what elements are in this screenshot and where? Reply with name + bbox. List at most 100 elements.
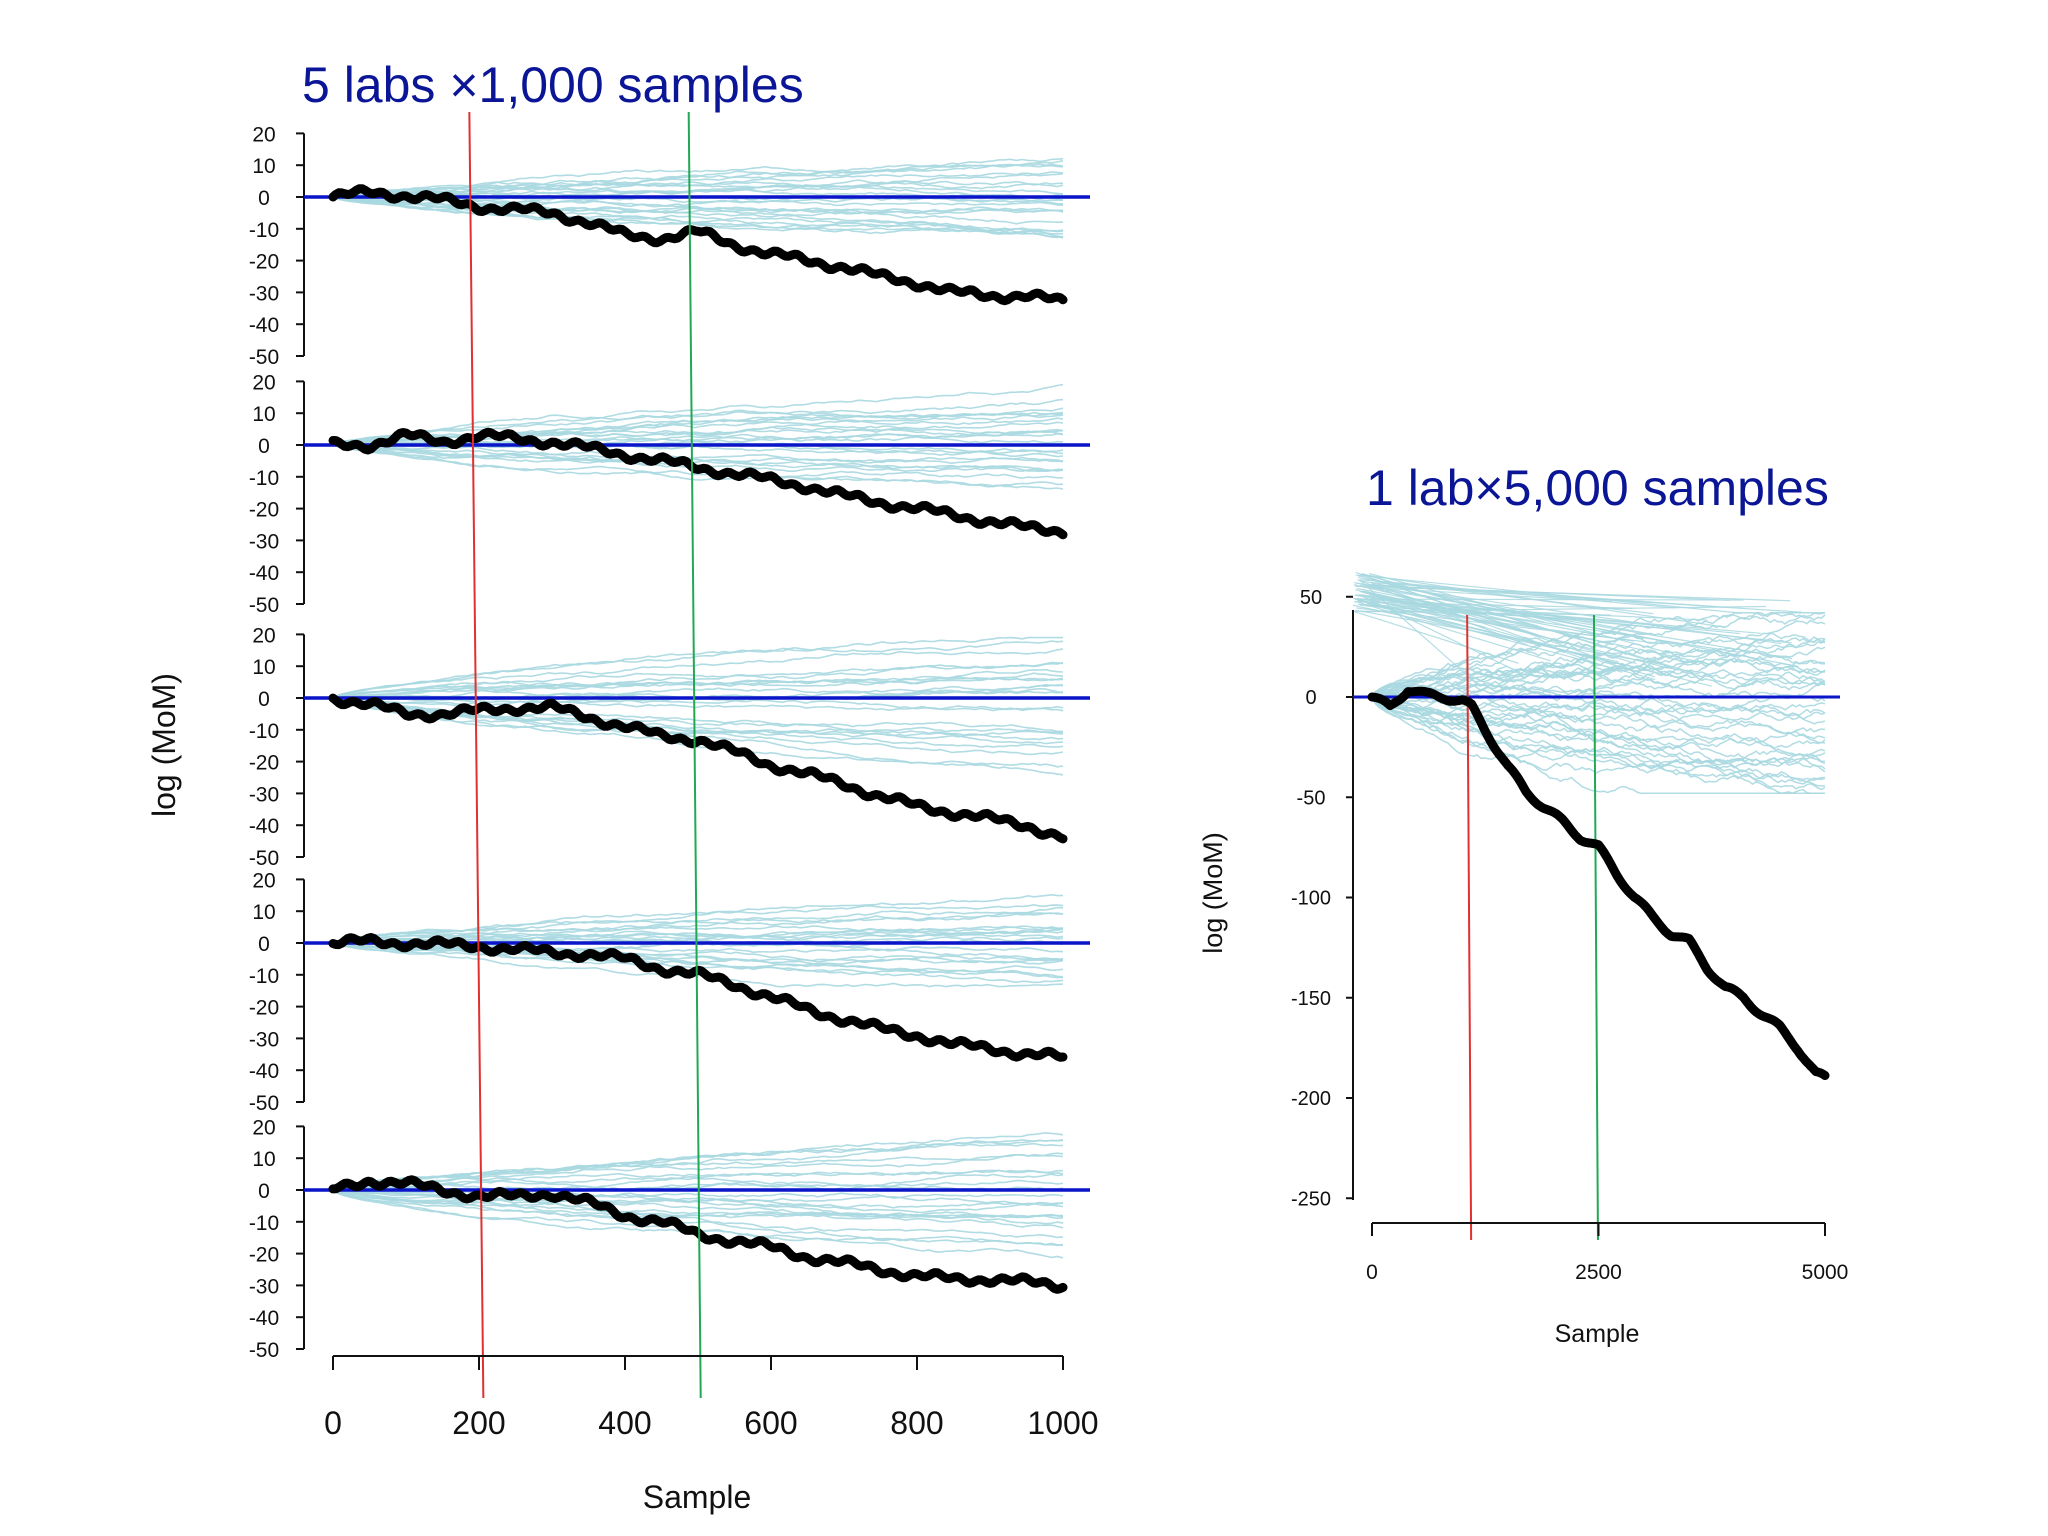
simulated-series-line bbox=[332, 444, 1064, 488]
simulated-series-line bbox=[1371, 664, 1826, 698]
simulated-fan-line bbox=[1371, 577, 1540, 637]
y-tick-label: -10 bbox=[249, 219, 279, 242]
y-tick-label: -40 bbox=[249, 562, 279, 585]
simulated-series-line bbox=[1371, 676, 1826, 699]
simulated-fan-line bbox=[1357, 603, 1708, 621]
y-tick-label: -30 bbox=[249, 1028, 279, 1051]
y-tick-label: -20 bbox=[249, 251, 279, 274]
y-tick-label: -10 bbox=[249, 467, 279, 490]
observed-series-line bbox=[1367, 686, 1830, 1080]
y-tick-label: -30 bbox=[249, 783, 279, 806]
y-tick-label: 20 bbox=[252, 869, 275, 892]
simulated-series-line bbox=[332, 942, 1064, 967]
right-chart: 1 lab×5,000 samples 50 0 -50 -100 -150 -200 -2… bbox=[1198, 460, 1860, 1348]
simulated-series-line bbox=[1371, 696, 1826, 770]
y-tick-label: 10 bbox=[252, 403, 275, 426]
simulated-series-line bbox=[332, 942, 1064, 979]
y-tick-label: 20 bbox=[252, 1116, 275, 1139]
simulated-series-line bbox=[332, 648, 1064, 699]
left-x-axis-title: Sample bbox=[643, 1479, 752, 1515]
simulated-series-line bbox=[1371, 696, 1826, 768]
y-tick-label: -40 bbox=[249, 1307, 279, 1330]
simulated-fan-line bbox=[1359, 573, 1726, 628]
x-tick-label: 5000 bbox=[1802, 1261, 1849, 1284]
y-tick-label: -10 bbox=[249, 1212, 279, 1235]
y-tick-label: 0 bbox=[258, 187, 270, 210]
simulated-series-line bbox=[332, 925, 1064, 944]
simulated-fan-line bbox=[1355, 598, 1712, 687]
simulated-fan-line bbox=[1353, 581, 1676, 644]
y-tick-label: -40 bbox=[249, 1060, 279, 1083]
x-tick-label: 200 bbox=[452, 1405, 505, 1441]
simulated-fan-line bbox=[1359, 590, 1655, 678]
simulated-series-line bbox=[332, 636, 1063, 699]
right-red-line bbox=[1466, 614, 1473, 1241]
plot-top-mask bbox=[1340, 540, 1860, 572]
simulated-series-line bbox=[332, 676, 1064, 699]
simulated-series-line bbox=[332, 1189, 1064, 1239]
simulated-fan-line bbox=[1353, 610, 1519, 664]
simulated-series-line bbox=[332, 411, 1064, 446]
simulated-fan-line bbox=[1359, 590, 1669, 669]
y-tick-label: -150 bbox=[1291, 988, 1331, 1010]
simulated-series-line bbox=[332, 196, 1064, 239]
y-tick-label: -200 bbox=[1291, 1088, 1331, 1110]
y-tick-label: -20 bbox=[249, 997, 279, 1020]
y-tick-label: -10 bbox=[249, 965, 279, 988]
x-tick-label: 600 bbox=[744, 1405, 797, 1441]
simulated-series-line bbox=[1371, 696, 1825, 794]
x-tick-label: 800 bbox=[890, 1405, 943, 1441]
simulated-series-line bbox=[1371, 696, 1826, 791]
y-tick-label: 0 bbox=[258, 1180, 270, 1203]
simulated-series-line bbox=[332, 383, 1064, 446]
y-tick-label: 20 bbox=[252, 123, 275, 146]
x-tick-label: 400 bbox=[598, 1405, 651, 1441]
simulated-series-line bbox=[332, 444, 1064, 463]
y-tick-label: -20 bbox=[249, 1244, 279, 1267]
right-plot: 50 0 -50 -100 -150 -200 -250 0 2500 5000 bbox=[1291, 540, 1860, 1284]
left-chart: 5 labs ×1,000 samples 20 10 0 -10 -20 -30 -40 -… bbox=[146, 57, 1099, 1515]
y-tick-label: -50 bbox=[1297, 787, 1326, 809]
observed-series-line bbox=[328, 427, 1068, 540]
simulated-series-line bbox=[1371, 696, 1826, 785]
y-tick-label: -10 bbox=[249, 720, 279, 743]
panel-4: 20 10 0 -10 -20 -30 -40 -50 bbox=[249, 869, 1090, 1115]
simulated-series-line bbox=[332, 171, 1064, 198]
y-tick-label: 0 bbox=[258, 435, 270, 458]
y-tick-label: -100 bbox=[1291, 888, 1331, 910]
y-tick-label: 20 bbox=[252, 371, 275, 394]
observed-series-line bbox=[328, 184, 1068, 306]
right-green-line bbox=[1592, 614, 1599, 1241]
simulated-series-line bbox=[332, 172, 1064, 198]
y-tick-label: -30 bbox=[249, 282, 279, 305]
simulated-series-line bbox=[332, 912, 1064, 944]
simulated-fan-line bbox=[1366, 605, 1588, 621]
observed-series-line bbox=[328, 1175, 1068, 1294]
left-chart-title: 5 labs ×1,000 samples bbox=[302, 57, 804, 113]
x-tick-label: 0 bbox=[324, 1405, 342, 1441]
y-tick-label: -20 bbox=[249, 752, 279, 775]
simulated-series-line bbox=[1371, 648, 1826, 698]
y-tick-label: -30 bbox=[249, 1275, 279, 1298]
simulated-fan-line bbox=[1355, 574, 1743, 614]
simulated-series-line bbox=[1371, 612, 1826, 698]
y-tick-label: 10 bbox=[252, 155, 275, 178]
y-tick-label: 10 bbox=[252, 1148, 275, 1171]
y-tick-label: -50 bbox=[249, 1092, 279, 1115]
y-tick-label: 10 bbox=[252, 656, 275, 679]
simulated-series-line bbox=[332, 906, 1064, 944]
simulated-series-line bbox=[332, 196, 1064, 239]
simulated-series-line bbox=[332, 1189, 1064, 1247]
simulated-fan-line bbox=[1354, 598, 1744, 601]
y-tick-label: -40 bbox=[249, 815, 279, 838]
simulated-series-line bbox=[1371, 693, 1826, 714]
simulated-fan-line bbox=[1369, 572, 1670, 654]
y-tick-label: -250 bbox=[1291, 1188, 1331, 1210]
left-y-axis-title: log (MoM) bbox=[146, 673, 182, 817]
y-tick-label: -30 bbox=[249, 530, 279, 553]
y-tick-label: -20 bbox=[249, 499, 279, 522]
x-tick-label: 0 bbox=[1366, 1261, 1378, 1284]
simulated-series-line bbox=[332, 444, 1064, 473]
simulated-series-line bbox=[332, 164, 1064, 198]
